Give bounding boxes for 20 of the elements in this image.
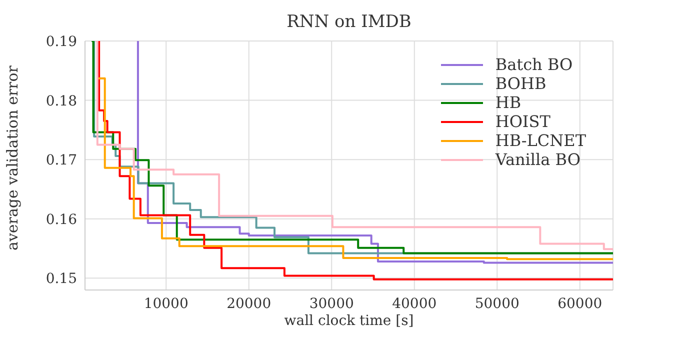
- legend-label: Vanilla BO: [495, 150, 580, 169]
- y-axis-title: average validation error: [3, 64, 22, 250]
- x-tick-label: 20000: [226, 296, 272, 312]
- legend-label: BOHB: [495, 74, 546, 93]
- x-tick-label: 10000: [144, 296, 188, 312]
- legend-label: Batch BO: [495, 55, 573, 74]
- y-tick-label: 0.16: [46, 212, 78, 228]
- x-tick-label: 40000: [392, 296, 437, 312]
- legend-label: HOIST: [495, 112, 550, 131]
- x-tick-label: 50000: [474, 296, 520, 312]
- chart-title: RNN on IMDB: [286, 12, 412, 32]
- y-tick-label: 0.15: [46, 271, 77, 288]
- legend-label: HB-LCNET: [495, 131, 586, 150]
- y-tick-label: 0.18: [46, 93, 77, 110]
- legend-label: HB: [495, 93, 522, 112]
- x-tick-label: 60000: [558, 296, 602, 312]
- x-axis-title: wall clock time [s]: [284, 313, 414, 329]
- y-tick-label: 0.19: [46, 34, 77, 50]
- y-tick-label: 0.17: [46, 152, 77, 169]
- x-tick-label: 30000: [309, 296, 354, 312]
